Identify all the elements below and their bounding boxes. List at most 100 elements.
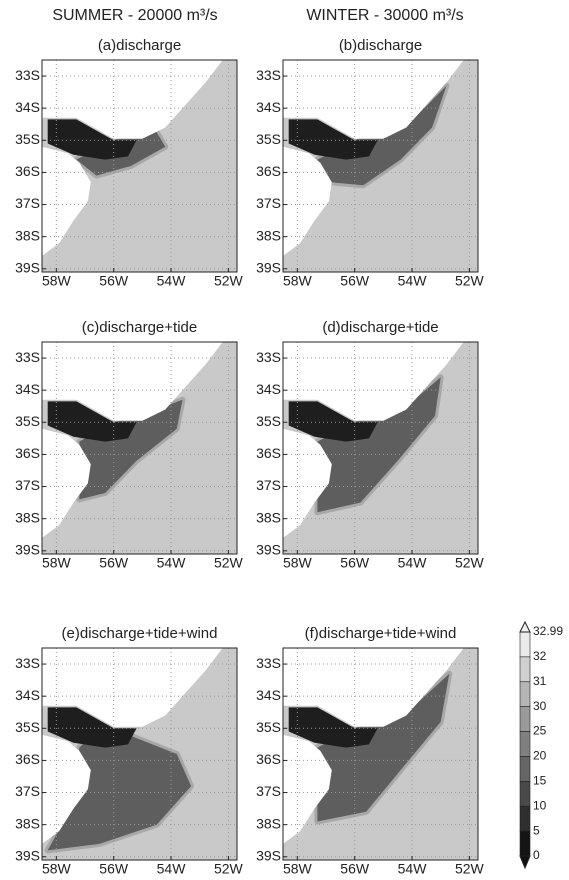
panel-title: (c)discharge+tide xyxy=(82,319,197,336)
plume xyxy=(79,399,183,500)
y-tick-label: 37S xyxy=(256,783,281,799)
x-tick-label: 58W xyxy=(42,861,72,875)
y-tick-label: 35S xyxy=(15,413,40,429)
x-tick-label: 54W xyxy=(157,861,187,875)
y-tick-label: 38S xyxy=(15,227,40,243)
x-tick-label: 52W xyxy=(214,861,244,875)
land xyxy=(42,60,223,139)
estuary xyxy=(288,119,378,160)
land xyxy=(42,342,223,421)
land xyxy=(283,428,332,538)
y-tick-label: 37S xyxy=(256,477,281,493)
colorbar-label: 25 xyxy=(533,724,547,738)
estuary xyxy=(288,401,378,442)
map-panel xyxy=(282,59,479,273)
panel-frame xyxy=(282,341,479,555)
colorbar-label: 0 xyxy=(533,848,540,862)
map-panel xyxy=(282,647,479,861)
panel-title: (f)discharge+tide+wind xyxy=(305,625,457,642)
colorbar-label: 31 xyxy=(533,674,547,688)
y-tick-label: 33S xyxy=(15,349,40,365)
colorbar-cap xyxy=(519,855,531,870)
panel-frame xyxy=(41,341,238,555)
land xyxy=(42,648,223,727)
map-panel xyxy=(282,341,479,555)
x-tick-label: 54W xyxy=(398,555,428,571)
column-header: WINTER - 30000 m³/s xyxy=(306,7,463,24)
estuary xyxy=(47,707,137,748)
colorbar-swatch xyxy=(519,805,531,832)
y-tick-label: 34S xyxy=(15,381,40,397)
y-tick-label: 34S xyxy=(15,99,40,115)
y-tick-label: 36S xyxy=(256,751,281,767)
colorbar-swatch xyxy=(519,781,531,807)
panel-frame xyxy=(282,59,479,273)
land xyxy=(42,146,91,256)
colorbar-swatch xyxy=(519,681,531,707)
colorbar-swatch xyxy=(519,656,531,683)
y-tick-label: 39S xyxy=(15,847,40,863)
map-panel xyxy=(41,59,238,273)
panel-title: (a)discharge xyxy=(98,37,181,54)
land xyxy=(283,146,332,256)
y-tick-label: 37S xyxy=(256,195,281,211)
y-tick-label: 38S xyxy=(256,227,281,243)
y-tick-label: 33S xyxy=(256,349,281,365)
y-tick-label: 39S xyxy=(15,259,40,275)
x-tick-label: 52W xyxy=(214,555,244,571)
colorbar-swatch xyxy=(519,631,531,658)
colorbar xyxy=(519,620,531,870)
y-tick-label: 33S xyxy=(256,67,281,83)
x-tick-label: 58W xyxy=(42,273,72,289)
colorbar-label: 15 xyxy=(533,774,547,788)
y-tick-label: 35S xyxy=(256,719,281,735)
x-tick-label: 56W xyxy=(340,555,370,571)
land xyxy=(42,428,91,538)
y-tick-label: 33S xyxy=(256,655,281,671)
x-tick-label: 52W xyxy=(214,273,244,289)
column-header: SUMMER - 20000 m³/s xyxy=(52,7,217,24)
panel-title: (d)discharge+tide xyxy=(322,319,438,336)
colorbar-swatch xyxy=(519,731,531,757)
y-tick-label: 36S xyxy=(15,163,40,179)
map-panel xyxy=(41,341,238,555)
plume xyxy=(317,673,450,822)
x-tick-label: 52W xyxy=(455,273,485,289)
y-tick-label: 35S xyxy=(15,719,40,735)
x-tick-label: 56W xyxy=(99,273,129,289)
x-tick-label: 58W xyxy=(283,555,313,571)
colorbar-swatch xyxy=(519,706,531,732)
plume xyxy=(317,377,441,513)
land xyxy=(283,60,464,139)
x-tick-label: 52W xyxy=(455,861,485,875)
x-tick-label: 56W xyxy=(340,273,370,289)
y-tick-label: 38S xyxy=(15,509,40,525)
x-tick-label: 54W xyxy=(398,273,428,289)
y-tick-label: 37S xyxy=(15,477,40,493)
y-tick-label: 33S xyxy=(15,655,40,671)
estuary xyxy=(288,707,378,748)
land xyxy=(283,648,464,727)
y-tick-label: 37S xyxy=(15,783,40,799)
y-tick-label: 38S xyxy=(256,509,281,525)
x-tick-label: 52W xyxy=(455,555,485,571)
y-tick-label: 36S xyxy=(15,751,40,767)
colorbar-label: 32.99 xyxy=(533,624,563,638)
y-tick-label: 34S xyxy=(15,687,40,703)
estuary xyxy=(47,401,137,442)
y-tick-label: 35S xyxy=(15,131,40,147)
panel-frame xyxy=(41,59,238,273)
x-tick-label: 56W xyxy=(99,861,129,875)
panel-frame xyxy=(282,647,479,861)
y-tick-label: 34S xyxy=(256,99,281,115)
x-tick-label: 54W xyxy=(398,861,428,875)
land xyxy=(42,734,91,844)
y-tick-label: 35S xyxy=(256,413,281,429)
y-tick-label: 38S xyxy=(256,815,281,831)
x-tick-label: 58W xyxy=(42,555,72,571)
y-tick-label: 36S xyxy=(256,163,281,179)
land xyxy=(283,342,464,421)
x-tick-label: 56W xyxy=(340,861,370,875)
panel-title: (e)discharge+tide+wind xyxy=(62,625,218,642)
